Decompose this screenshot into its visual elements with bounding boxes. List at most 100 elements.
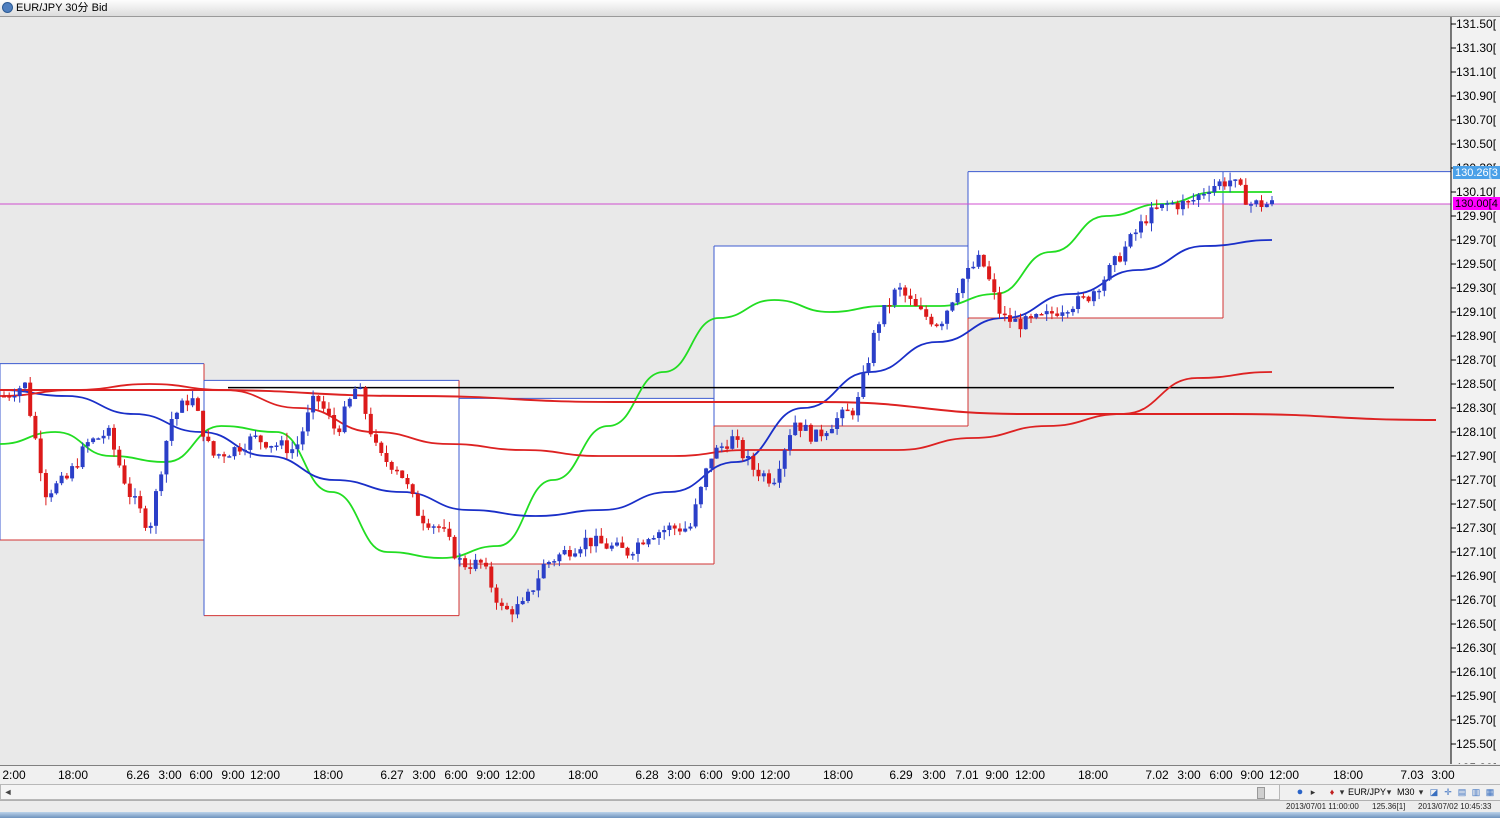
bullish-candle xyxy=(630,551,635,560)
bullish-candle xyxy=(803,419,808,431)
candle-body xyxy=(248,436,253,450)
bearish-candle xyxy=(1002,306,1007,322)
properties-icon[interactable]: ▤ xyxy=(1457,787,1467,797)
timeframe-selector[interactable]: M30 xyxy=(1397,787,1415,797)
candle-body xyxy=(751,456,756,470)
candle-body xyxy=(363,387,368,414)
bearish-candle xyxy=(38,430,43,482)
bullish-candle xyxy=(971,261,976,270)
bullish-candle xyxy=(761,470,766,482)
candle-body xyxy=(337,428,342,433)
bearish-candle xyxy=(567,545,572,561)
candle-body xyxy=(1222,181,1227,187)
bullish-candle xyxy=(552,559,557,567)
indicator-icon[interactable]: ▦ xyxy=(1485,787,1495,797)
candle-body xyxy=(85,442,90,447)
candle-body xyxy=(1233,179,1238,181)
bearish-candle xyxy=(43,469,48,506)
bullish-candle xyxy=(536,570,541,598)
current-price-badge xyxy=(1453,197,1500,210)
status-clock: 2013/07/02 10:45:33 xyxy=(1418,802,1492,811)
candle-body xyxy=(850,410,855,416)
candle-body xyxy=(1023,316,1028,330)
bearish-candle xyxy=(75,458,80,469)
bullish-candle xyxy=(1091,288,1096,307)
bearish-candle xyxy=(903,285,908,303)
bullish-candle xyxy=(976,250,981,269)
bullish-candle xyxy=(248,433,253,458)
candle-body xyxy=(1039,314,1044,316)
candle-body xyxy=(562,550,567,555)
candle-body xyxy=(767,473,771,484)
bearish-candle xyxy=(808,423,813,445)
bullish-candle xyxy=(1217,179,1222,190)
candle-body xyxy=(997,292,1002,314)
symbol-dropdown-icon[interactable]: ▾ xyxy=(1386,787,1392,797)
chart-type-icon[interactable]: ▥ xyxy=(1471,787,1481,797)
candle-body xyxy=(1133,232,1138,235)
timeframe-dropdown-icon[interactable]: ▾ xyxy=(1418,787,1424,797)
candle-body xyxy=(688,526,693,529)
play-icon[interactable]: ▸ xyxy=(1310,787,1316,797)
bearish-candle xyxy=(641,539,646,546)
candle-body xyxy=(195,398,200,411)
bearish-candle xyxy=(452,535,457,560)
price-chart[interactable]: 131.50[131.30[131.10[130.90[130.70[130.5… xyxy=(0,17,1500,764)
candle-body xyxy=(898,287,902,290)
bullish-candle xyxy=(295,436,300,457)
candle-body xyxy=(546,562,551,564)
price-tick-label: 127.70[ xyxy=(1456,473,1497,487)
candle-body xyxy=(1107,265,1112,280)
bearish-candle xyxy=(819,424,824,442)
bullish-candle xyxy=(609,542,614,552)
candle-body xyxy=(950,302,955,311)
zoom-icon[interactable]: ◪ xyxy=(1429,787,1439,797)
chart-toolbar: ● ▸ ♦ ▾ EUR/JPY ▾ M30 ▾ ◪ ✛ ▤ ▥ ▦ xyxy=(1280,784,1500,801)
bearish-candle xyxy=(1008,307,1012,328)
globe-icon[interactable]: ● xyxy=(1296,786,1304,798)
line-tool-icon[interactable]: ♦ xyxy=(1329,787,1335,797)
time-tick-label: 7.01 xyxy=(955,768,979,782)
price-tick-label: 127.50[ xyxy=(1456,497,1497,511)
bullish-candle xyxy=(279,435,284,450)
candle-body xyxy=(960,278,965,294)
time-tick-label: 6.28 xyxy=(635,768,659,782)
bullish-candle xyxy=(133,488,137,505)
candle-body xyxy=(368,413,373,435)
candle-body xyxy=(793,422,798,436)
bullish-candle xyxy=(1228,172,1233,193)
candle-body xyxy=(573,553,578,557)
candle-body xyxy=(918,305,923,310)
status-cursor-value: 125.36[1] xyxy=(1372,802,1406,811)
candlesticks xyxy=(2,172,1274,623)
crosshair-icon[interactable]: ✛ xyxy=(1444,787,1452,797)
candle-body xyxy=(216,454,221,456)
time-tick-label: 18:00 xyxy=(822,768,854,782)
candle-body xyxy=(154,491,158,526)
candle-body xyxy=(232,447,237,457)
candle-body xyxy=(1259,200,1264,207)
candle-body xyxy=(431,526,436,528)
scroll-left-arrow-icon[interactable]: ◄ xyxy=(3,787,13,797)
candle-body xyxy=(101,435,106,439)
candle-body xyxy=(987,266,992,280)
bearish-candle xyxy=(887,298,892,314)
bullish-candle xyxy=(1254,199,1259,207)
bearish-candle xyxy=(499,598,504,611)
price-tick-label: 130.70[ xyxy=(1456,113,1497,127)
time-tick-label: 18:00 xyxy=(567,768,599,782)
symbol-selector[interactable]: EUR/JPY xyxy=(1348,787,1387,797)
scroll-thumb[interactable] xyxy=(1257,787,1265,799)
candle-body xyxy=(505,605,509,610)
candle-body xyxy=(353,389,358,399)
candle-body xyxy=(882,305,887,325)
chevron-down-icon[interactable]: ▾ xyxy=(1339,787,1345,797)
bearish-candle xyxy=(374,429,378,446)
candle-body xyxy=(426,523,431,528)
horizontal-scrollbar[interactable]: ◄ xyxy=(0,784,1280,800)
bullish-candle xyxy=(85,438,90,453)
bearish-candle xyxy=(64,473,69,480)
bearish-candle xyxy=(321,395,326,412)
candle-body xyxy=(1196,194,1201,200)
upper-price-badge-label: 130.26[3 xyxy=(1455,167,1498,179)
